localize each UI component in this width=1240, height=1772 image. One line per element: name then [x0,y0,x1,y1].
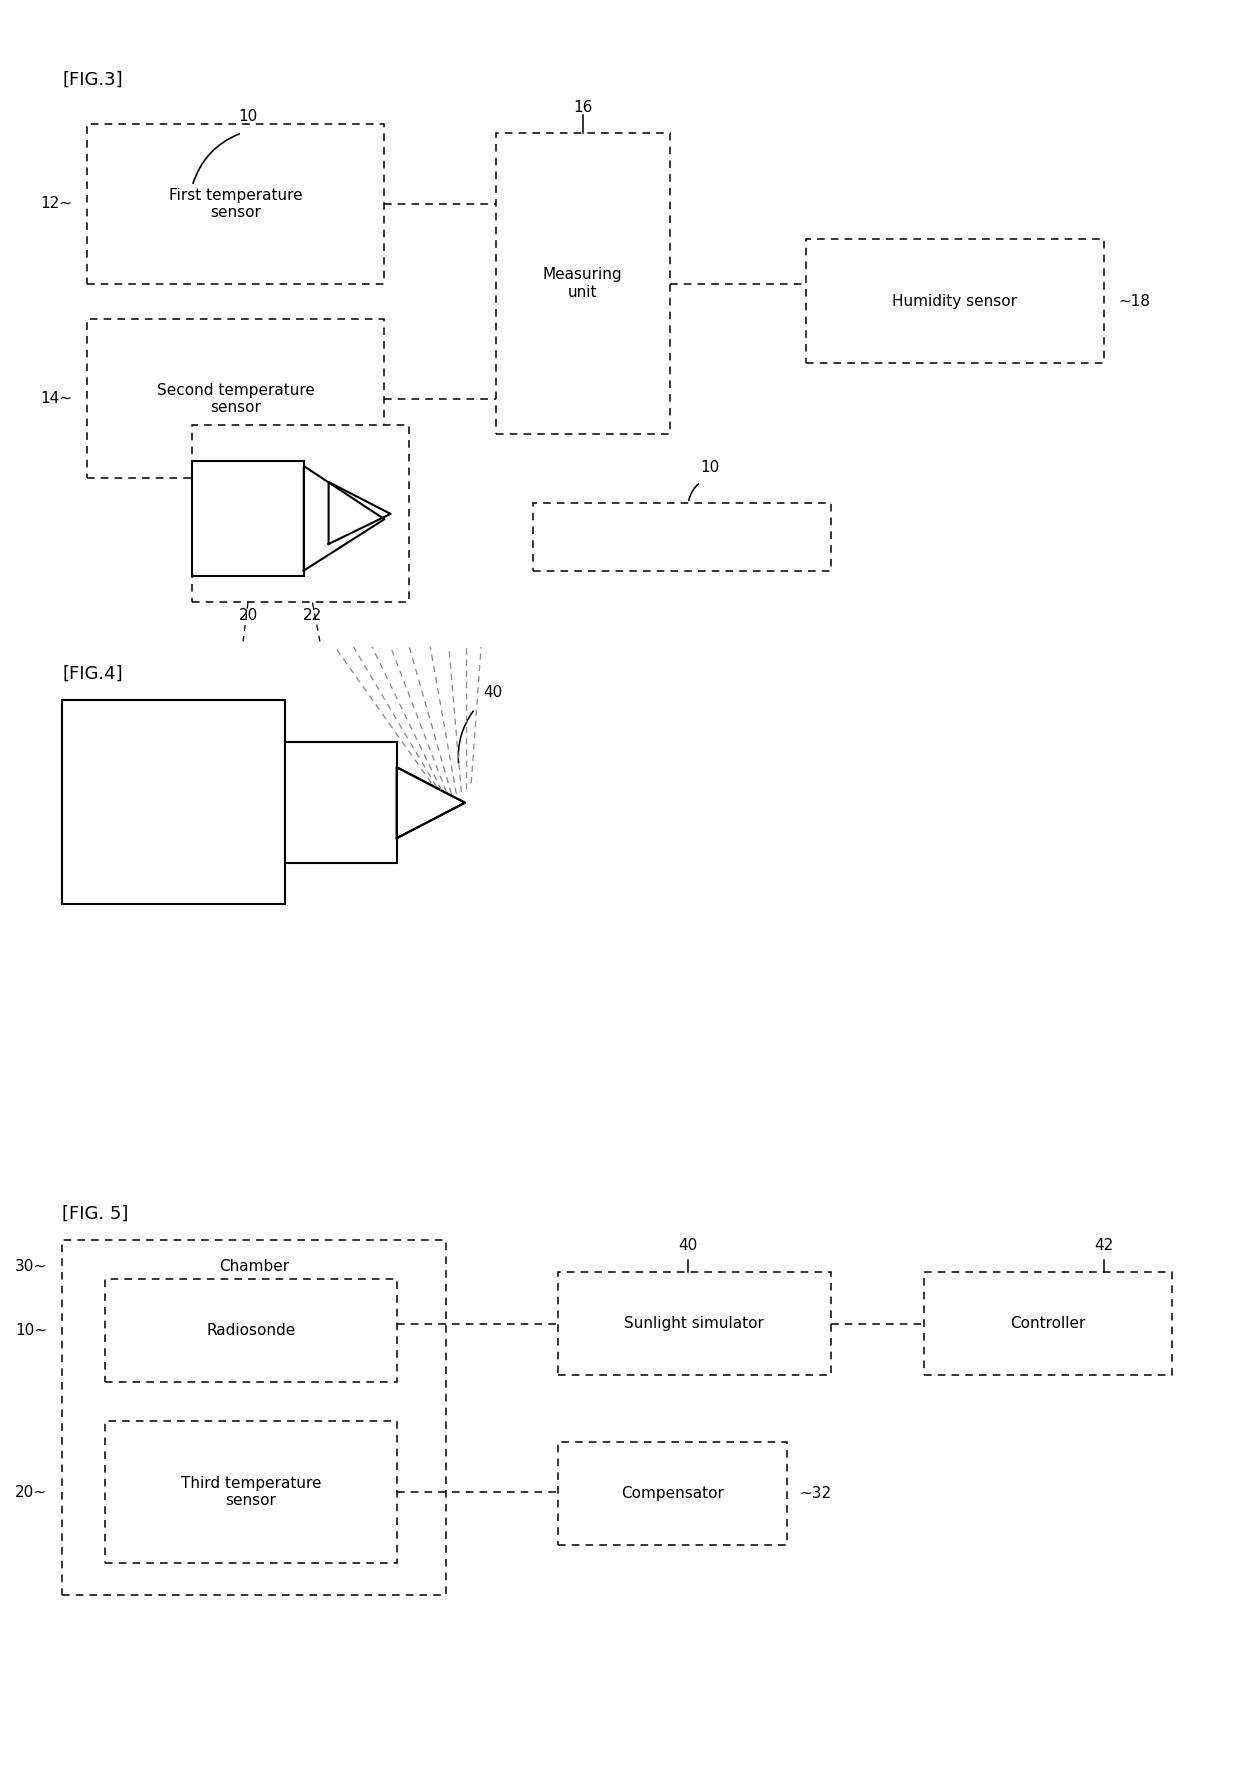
Text: [FIG.4]: [FIG.4] [62,664,123,682]
Text: Second temperature
sensor: Second temperature sensor [156,383,315,415]
Text: 10: 10 [701,461,720,475]
Text: 20~: 20~ [15,1485,47,1499]
Bar [806,239,1104,363]
Polygon shape [397,767,465,838]
Bar [105,1279,397,1382]
Text: Third temperature
sensor: Third temperature sensor [181,1476,321,1508]
Text: Compensator: Compensator [621,1487,724,1501]
Text: 12~: 12~ [40,197,72,211]
Bar [192,425,409,602]
Text: 40: 40 [484,686,503,700]
Bar [285,742,397,863]
Bar [87,319,384,478]
Bar [62,1240,446,1595]
Bar [105,1421,397,1563]
Text: Controller: Controller [1011,1317,1085,1331]
Bar [558,1442,787,1545]
Text: 10~: 10~ [15,1324,47,1338]
Bar [496,133,670,434]
Text: Chamber: Chamber [219,1260,289,1274]
Bar [87,124,384,284]
Text: First temperature
sensor: First temperature sensor [169,188,303,220]
Text: ~18: ~18 [1118,294,1151,308]
Bar [533,503,831,571]
Text: 16: 16 [573,101,593,115]
Bar [192,461,304,576]
Text: Sunlight simulator: Sunlight simulator [625,1317,764,1331]
Text: 40: 40 [678,1239,698,1253]
Text: ~32: ~32 [800,1487,832,1501]
Text: [FIG.3]: [FIG.3] [62,71,123,89]
Text: Radiosonde: Radiosonde [207,1324,295,1338]
Bar [62,700,285,904]
Text: Humidity sensor: Humidity sensor [893,294,1017,308]
Text: 42: 42 [1094,1239,1114,1253]
Text: 20: 20 [238,608,258,622]
Text: 22: 22 [303,608,322,622]
Text: [FIG. 5]: [FIG. 5] [62,1205,129,1223]
Text: 10: 10 [238,110,258,124]
Text: Measuring
unit: Measuring unit [543,268,622,299]
Text: 14~: 14~ [40,392,72,406]
Bar [558,1272,831,1375]
Bar [924,1272,1172,1375]
Text: 30~: 30~ [15,1260,47,1274]
